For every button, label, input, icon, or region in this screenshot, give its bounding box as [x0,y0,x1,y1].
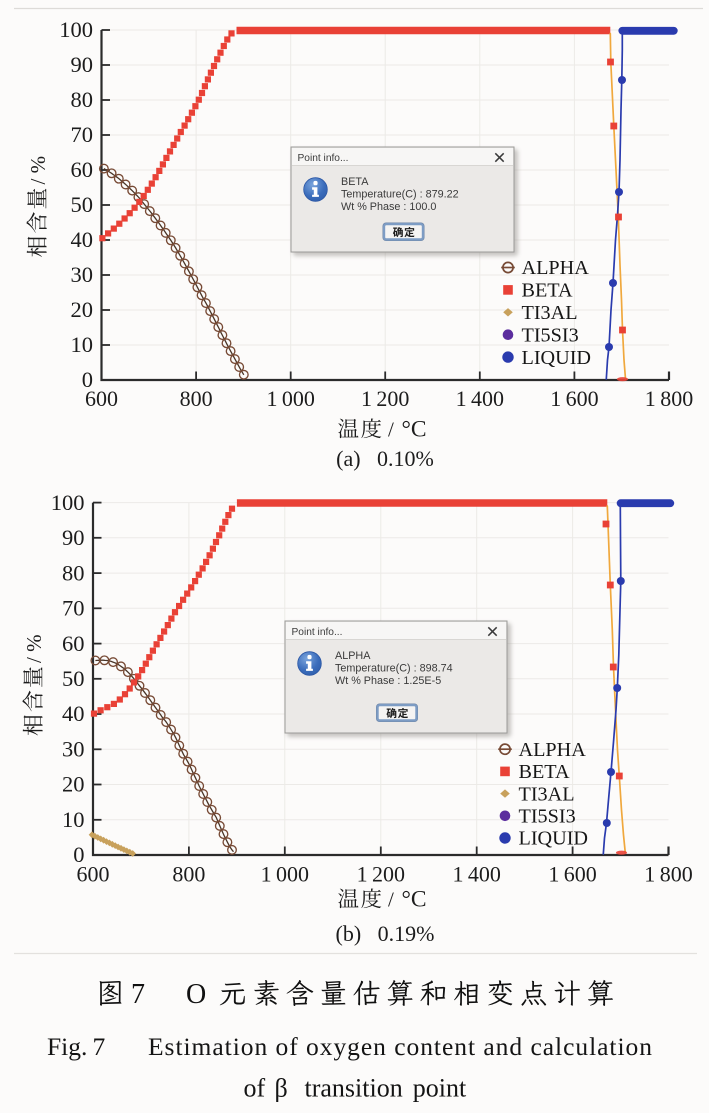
svg-text:°C: °C [402,417,427,443]
svg-text:1 800: 1 800 [644,862,692,887]
svg-text:80: 80 [71,87,94,112]
svg-text:80: 80 [62,560,85,585]
svg-text:30: 30 [62,737,85,762]
svg-text:LIQUID: LIQUID [519,828,589,850]
svg-text:1 000: 1 000 [261,862,309,887]
svg-text:/ %: / % [26,156,50,185]
svg-text:800: 800 [180,386,213,411]
svg-text:BETA: BETA [341,176,369,188]
svg-text:ALPHA: ALPHA [335,650,371,662]
svg-text:BETA: BETA [519,761,571,783]
svg-text:transition: transition [305,1074,403,1103]
svg-text:β: β [275,1074,288,1103]
svg-text:100: 100 [51,490,85,515]
svg-text:60: 60 [62,631,85,656]
svg-text:/: / [388,888,394,912]
svg-text:LIQUID: LIQUID [522,347,592,369]
svg-text:600: 600 [77,862,110,887]
svg-text:1 600: 1 600 [548,862,596,887]
svg-text:of: of [244,1074,266,1103]
svg-text:1 800: 1 800 [645,386,693,411]
svg-text:Point info...: Point info... [292,627,343,638]
svg-text:800: 800 [172,862,205,887]
svg-text:TI3AL: TI3AL [519,783,575,805]
svg-text:50: 50 [62,666,85,691]
svg-text:/ %: / % [22,634,46,663]
svg-text:°C: °C [402,887,427,913]
svg-text:10: 10 [62,807,85,832]
svg-text:O: O [186,979,206,1010]
svg-text:1 000: 1 000 [266,386,314,411]
svg-text:600: 600 [85,386,118,411]
svg-text:70: 70 [71,122,94,147]
svg-text:Temperature(C) : 898.74: Temperature(C) : 898.74 [335,663,453,675]
svg-text:40: 40 [62,701,85,726]
svg-text:ALPHA: ALPHA [522,257,590,279]
svg-text:90: 90 [62,525,85,550]
svg-text:(a) 0.10%: (a) 0.10% [336,446,434,471]
svg-text:ALPHA: ALPHA [519,739,587,761]
svg-text:BETA: BETA [522,280,574,302]
svg-text:Point info...: Point info... [298,153,349,164]
svg-text:70: 70 [62,596,85,621]
svg-text:30: 30 [71,262,94,287]
svg-text:Wt % Phase : 1.25E-5: Wt % Phase : 1.25E-5 [335,675,441,687]
svg-text:1 200: 1 200 [357,862,405,887]
svg-text:Estimation of oxygen content a: Estimation of oxygen content and calcula… [148,1032,652,1061]
svg-text:0: 0 [73,842,84,867]
svg-text:0: 0 [82,367,93,392]
svg-text:90: 90 [71,52,94,77]
svg-text:7: 7 [131,979,145,1010]
svg-text:10: 10 [71,332,94,357]
svg-text:TI5SI3: TI5SI3 [519,806,576,828]
svg-text:/: / [388,418,394,442]
svg-text:(b) 0.19%: (b) 0.19% [336,921,435,946]
svg-text:50: 50 [71,192,94,217]
svg-text:point: point [413,1074,467,1103]
svg-text:1 400: 1 400 [456,386,504,411]
svg-text:Fig. 7: Fig. 7 [47,1032,105,1061]
svg-text:TI5SI3: TI5SI3 [522,324,579,346]
svg-text:Temperature(C) : 879.22: Temperature(C) : 879.22 [341,189,459,201]
svg-text:1 400: 1 400 [452,862,500,887]
svg-text:20: 20 [71,297,94,322]
svg-text:100: 100 [59,17,93,42]
svg-text:1 600: 1 600 [550,386,598,411]
svg-text:20: 20 [62,772,85,797]
svg-text:TI3AL: TI3AL [522,302,578,324]
svg-text:60: 60 [71,157,94,182]
svg-text:Wt % Phase : 100.0: Wt % Phase : 100.0 [341,201,436,213]
svg-text:1 200: 1 200 [361,386,409,411]
svg-text:40: 40 [71,227,94,252]
